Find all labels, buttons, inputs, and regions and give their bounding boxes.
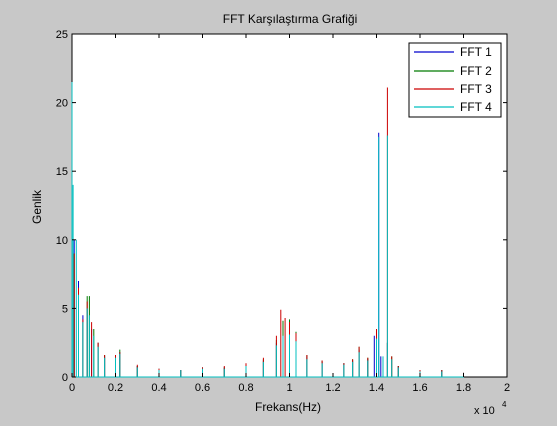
- legend: FFT 1 FFT 2 FFT 3 FFT 4: [408, 42, 502, 118]
- x-tick-label: 2: [504, 382, 510, 394]
- x-tick-label: 1: [286, 382, 292, 394]
- x-tick-label: 0.2: [108, 382, 123, 394]
- y-tick-label: 15: [56, 166, 68, 178]
- x-tick-label: 0.4: [151, 382, 166, 394]
- x-tick-label: 0.8: [238, 382, 253, 394]
- y-tick-label: 5: [62, 303, 68, 315]
- legend-label-fft2: FFT 2: [460, 64, 492, 78]
- x-tick-label: 1.2: [325, 382, 340, 394]
- y-axis-label: Genlik: [30, 189, 44, 224]
- x-axis-exponent-power: 4: [502, 400, 507, 409]
- x-tick-label: 0.6: [195, 382, 210, 394]
- x-tick-label: 1.6: [412, 382, 427, 394]
- legend-label-fft4: FFT 4: [460, 100, 492, 114]
- series-layer: [71, 82, 464, 378]
- chart-title: FFT Karşılaştırma Grafiği: [223, 12, 357, 26]
- legend-box: [408, 42, 502, 118]
- x-axis-label: Frekans(Hz): [255, 400, 321, 414]
- x-tick-label: 1.4: [369, 382, 384, 394]
- legend-label-fft3: FFT 3: [460, 82, 492, 96]
- x-tick-label: 1.8: [456, 382, 471, 394]
- x-tick-label: 0: [69, 382, 75, 394]
- y-tick-label: 20: [56, 98, 68, 110]
- y-tick-label: 0: [62, 372, 68, 384]
- legend-label-fft1: FFT 1: [460, 45, 492, 59]
- series-fft4: [71, 82, 464, 378]
- x-axis-exponent: x 10: [474, 405, 495, 417]
- y-tick-label: 10: [56, 235, 68, 247]
- y-tick-label: 25: [56, 29, 68, 41]
